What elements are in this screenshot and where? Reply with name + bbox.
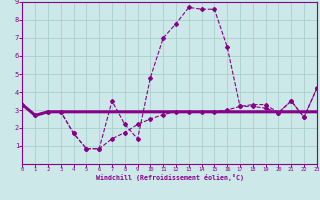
X-axis label: Windchill (Refroidissement éolien,°C): Windchill (Refroidissement éolien,°C): [96, 174, 244, 181]
